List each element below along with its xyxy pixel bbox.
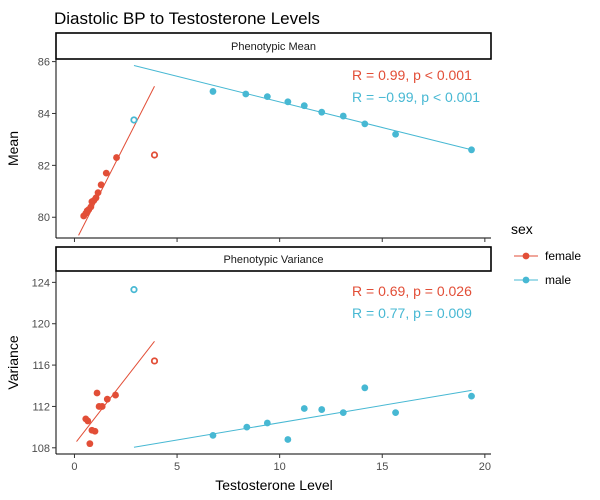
data-point-male [209,88,217,95]
data-point-female [87,203,95,211]
data-point-male [318,108,326,116]
y-tick-label: 82 [38,160,50,172]
data-point-female [98,403,106,410]
panels: Phenotypic Mean 80 82 84 86 Mean R = 0.99, p <… [5,32,492,473]
y-tick-label: 124 [32,277,50,289]
x-tick-label: 20 [479,461,491,473]
data-point-male [392,130,399,138]
data-point-male [300,102,308,110]
data-point-male [339,112,347,120]
series-male: R = 0.77, p = 0.009 [130,286,475,448]
stat-label-male: R = 0.77, p = 0.009 [352,305,472,321]
x-tick-label: 15 [376,461,388,473]
x-axis-title: Testosterone Level [215,477,333,493]
stat-label-female: R = 0.69, p = 0.026 [352,283,472,299]
series-female: R = 0.99, p < 0.001 [78,67,472,236]
data-point-male [243,423,251,431]
data-point-male [284,436,292,443]
data-point-female [93,389,101,397]
data-point-male [468,146,475,154]
fit-line-male [133,389,472,448]
series-male: R = −0.99, p < 0.001 [130,65,480,154]
y-axis-title: Variance [5,335,21,389]
y-tick-label: 116 [32,360,50,372]
y-tick-label: 120 [32,319,50,331]
data-point-male [300,405,308,412]
outlier-point-male [130,286,138,294]
x-tick-label: 0 [71,461,77,473]
data-point-female [103,395,111,403]
legend-item-female: female [514,249,581,263]
legend-label: male [545,273,571,287]
panel-strip-label: Phenotypic Variance [223,254,323,266]
panel-2: Phenotypic Variance 108 112 116 120 124 0 5 10 15… [5,246,492,473]
x-tick-label: 10 [274,461,286,473]
panel-1: Phenotypic Mean 80 82 84 86 Mean R = 0.99, p <… [5,32,492,242]
outlier-point-male [130,116,138,124]
legend: sex female male [511,221,581,287]
data-point-male [284,98,292,106]
y-tick-label: 112 [32,401,50,413]
legend-label: female [545,249,581,263]
data-point-male [318,406,326,413]
legend-key-point [522,252,530,260]
data-point-female [86,440,94,448]
data-point-female [102,169,110,177]
series-female: R = 0.69, p = 0.026 [76,283,472,448]
data-point-male [468,392,475,400]
data-point-male [392,409,399,417]
data-point-female [92,194,100,202]
data-point-female [112,391,119,399]
y-tick-label: 108 [32,443,50,455]
stat-label-male: R = −0.99, p < 0.001 [352,89,480,105]
data-point-female [97,181,105,189]
outlier-point-female [150,151,159,159]
data-point-male [209,431,217,439]
y-tick-label: 84 [38,108,50,120]
fit-line-female [76,340,155,442]
stat-label-female: R = 0.99, p < 0.001 [352,67,472,83]
panel-strip [55,246,492,272]
chart-title: Diastolic BP to Testosterone Levels [54,9,320,28]
data-point-female [94,189,102,197]
panel-strip [55,32,492,60]
data-point-male [263,419,271,427]
legend-item-male: male [514,273,571,287]
data-point-female [84,417,92,425]
data-point-male [361,384,369,392]
data-point-male [361,120,369,128]
y-tick-label: 80 [38,212,50,224]
x-tick-label: 5 [174,461,180,473]
legend-key-point [522,276,530,284]
data-point-male [263,93,271,101]
data-point-female [91,427,99,435]
y-axis-title: Mean [5,131,21,166]
legend-title: sex [511,221,533,237]
data-point-female [113,154,120,161]
outlier-point-female [150,357,159,365]
y-tick-label: 86 [38,57,50,69]
panel-strip-label: Phenotypic Mean [231,41,316,53]
data-point-male [242,90,250,98]
data-point-male [339,409,347,417]
